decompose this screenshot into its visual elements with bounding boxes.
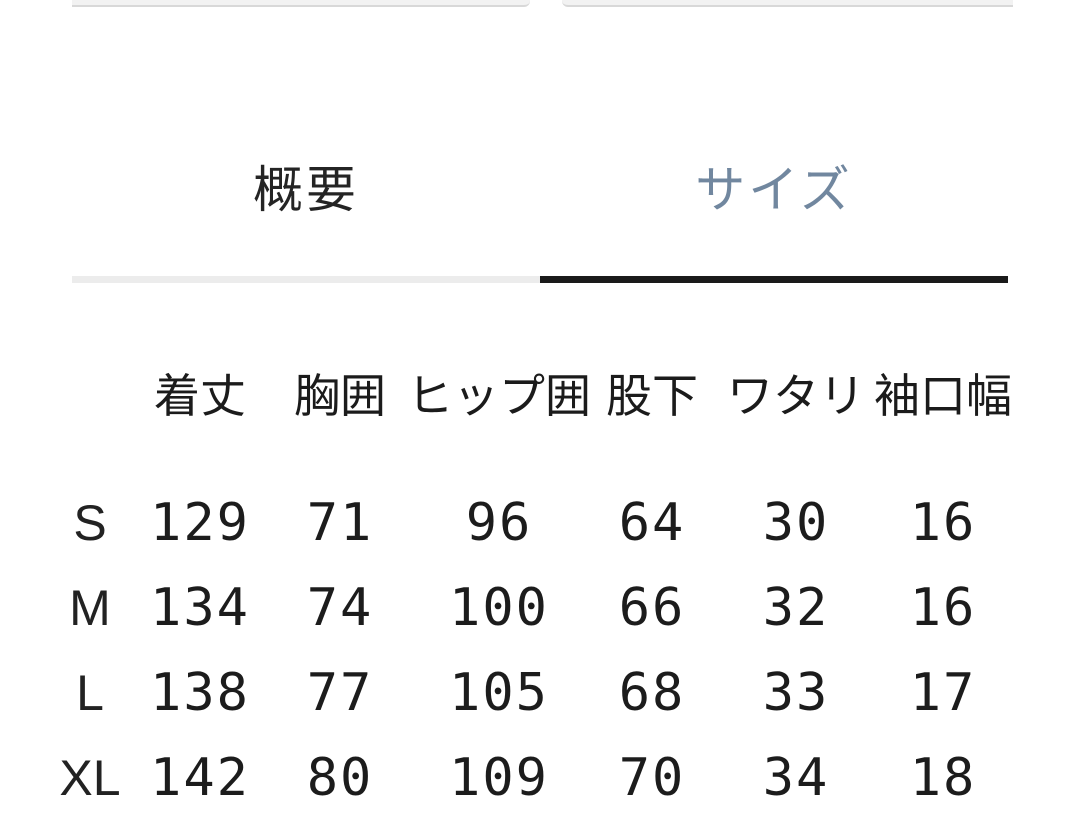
size-label: S — [73, 494, 107, 551]
tab-overview[interactable]: 概要 — [72, 150, 540, 230]
measurement-value: 16 — [909, 492, 977, 553]
top-image-card-edge-left — [72, 0, 530, 7]
measurement-value: 18 — [909, 747, 977, 808]
measurement-value: 74 — [306, 577, 374, 638]
size-label: M — [69, 579, 111, 636]
measurement-value: 17 — [909, 662, 977, 723]
column-header-hip: ヒップ囲 — [407, 368, 591, 423]
tab-overview-label: 概要 — [253, 161, 359, 219]
size-column-header-empty — [40, 350, 140, 435]
measurement-value: 34 — [762, 747, 830, 808]
size-row-m: M 134 74 100 66 32 16 — [40, 565, 1020, 650]
size-row-l: L 138 77 105 68 33 17 — [40, 650, 1020, 735]
tab-bar: 概要 サイズ — [72, 150, 1008, 230]
measurement-value: 96 — [465, 492, 533, 553]
column-header-chest: 胸囲 — [294, 368, 386, 423]
column-header-length: 着丈 — [154, 368, 246, 423]
measurement-value: 16 — [909, 577, 977, 638]
top-image-card-edge-right — [562, 0, 1013, 7]
tab-indicator-inactive — [72, 276, 540, 283]
size-chart-header-row: 着丈 胸囲 ヒップ囲 股下 ワタリ 袖口幅 — [40, 350, 1020, 435]
measurement-value: 68 — [618, 662, 686, 723]
size-chart-body: S 129 71 96 64 30 16 M 134 74 100 66 32 … — [40, 480, 1020, 820]
size-label: XL — [59, 749, 121, 806]
size-row-s: S 129 71 96 64 30 16 — [40, 480, 1020, 565]
measurement-value: 30 — [762, 492, 830, 553]
column-header-thigh: ワタリ — [727, 368, 865, 423]
measurement-value: 129 — [150, 492, 250, 553]
measurement-value: 32 — [762, 577, 830, 638]
tab-underline-track — [72, 276, 1008, 283]
measurement-value: 134 — [150, 577, 250, 638]
size-row-xl: XL 142 80 109 70 34 18 — [40, 735, 1020, 820]
measurement-value: 77 — [306, 662, 374, 723]
measurement-value: 64 — [618, 492, 686, 553]
measurement-value: 138 — [150, 662, 250, 723]
measurement-value: 33 — [762, 662, 830, 723]
tab-indicator-active — [540, 276, 1008, 283]
column-header-cuff: 袖口幅 — [874, 368, 1012, 423]
tab-size[interactable]: サイズ — [540, 150, 1008, 230]
measurement-value: 109 — [449, 747, 549, 808]
measurement-value: 80 — [306, 747, 374, 808]
tab-size-label: サイズ — [695, 161, 853, 219]
size-chart-table: 着丈 胸囲 ヒップ囲 股下 ワタリ 袖口幅 S 129 71 96 64 30 … — [40, 350, 1020, 820]
measurement-value: 142 — [150, 747, 250, 808]
size-label: L — [76, 664, 104, 721]
measurement-value: 71 — [306, 492, 374, 553]
measurement-value: 100 — [449, 577, 549, 638]
column-header-inseam: 股下 — [606, 368, 698, 423]
measurement-value: 70 — [618, 747, 686, 808]
measurement-value: 105 — [449, 662, 549, 723]
measurement-value: 66 — [618, 577, 686, 638]
